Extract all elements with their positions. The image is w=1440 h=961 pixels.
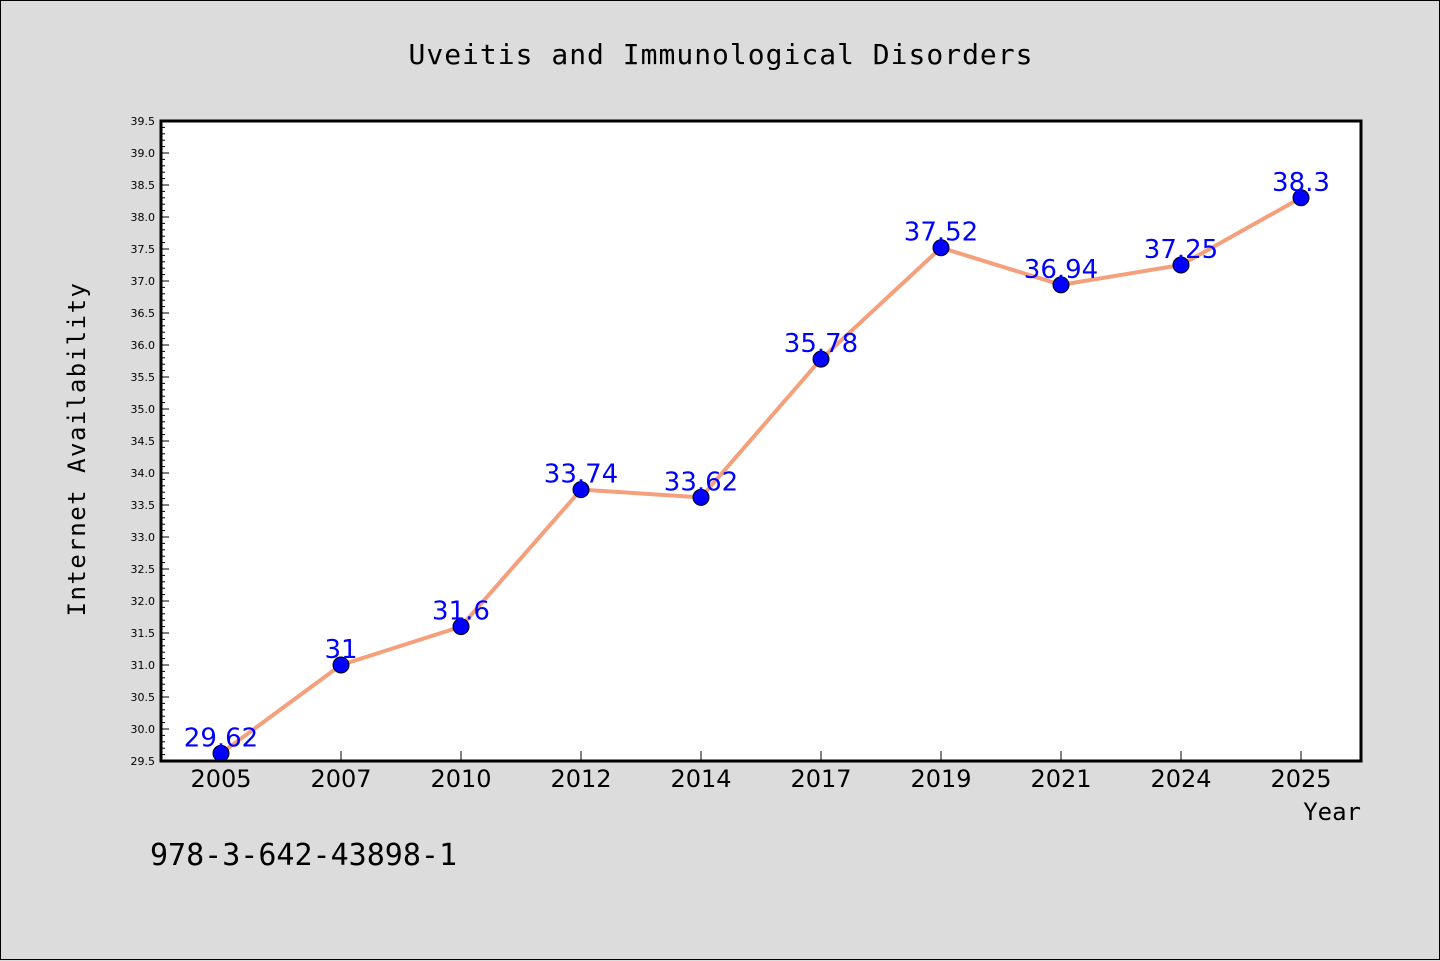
data-point <box>1052 276 1070 294</box>
y-tick-label: 31.0 <box>131 659 156 672</box>
data-label: 37.25 <box>1144 235 1218 265</box>
plot-frame <box>159 119 1363 763</box>
y-tick-label: 36.0 <box>131 339 156 352</box>
x-tick-label: 2024 <box>1150 765 1211 793</box>
y-tick-label: 33.0 <box>131 531 156 544</box>
y-tick-label: 35.0 <box>131 403 156 416</box>
x-tick-label: 2010 <box>430 765 491 793</box>
data-label: 35.78 <box>784 329 858 359</box>
y-tick-label: 39.0 <box>131 147 156 160</box>
y-tick-label: 39.5 <box>131 115 156 128</box>
y-tick-label: 29.5 <box>131 755 156 768</box>
data-point <box>812 350 830 368</box>
y-tick-label: 37.0 <box>131 275 156 288</box>
y-tick-label: 38.0 <box>131 211 156 224</box>
x-tick-label: 2017 <box>790 765 851 793</box>
y-tick-label: 34.5 <box>131 435 156 448</box>
y-tick-label: 34.0 <box>131 467 156 480</box>
y-tick-label: 38.5 <box>131 179 156 192</box>
data-point <box>332 656 350 674</box>
series-line <box>219 195 1303 756</box>
series-layer: 29.62 31 31.6 33.74 33.62 35.78 37.52 36.94 37.2… <box>184 168 1330 762</box>
data-point <box>452 618 470 636</box>
x-axis: 2005 2007 2010 2012 2014 2017 2019 2021 2024 2025 <box>190 751 1332 793</box>
y-tick-label: 31.5 <box>131 627 156 640</box>
x-tick-label: 2014 <box>670 765 731 793</box>
data-point <box>1292 189 1310 207</box>
y-tick-label: 30.0 <box>131 723 156 736</box>
data-label: 29.62 <box>184 723 258 753</box>
plot-area <box>161 121 1361 761</box>
y-axis: 29.5 30.0 30.5 31.0 31.5 32.0 32.5 33.0 33.5 34.0… <box>131 115 169 768</box>
x-tick-label: 2019 <box>910 765 971 793</box>
data-label: 38.3 <box>1272 168 1330 198</box>
x-tick-label: 2025 <box>1270 765 1331 793</box>
data-label: 37.52 <box>904 218 978 248</box>
data-label: 33.74 <box>544 460 618 490</box>
y-tick-label: 32.0 <box>131 595 156 608</box>
data-label: 31 <box>324 635 357 665</box>
x-tick-label: 2021 <box>1030 765 1091 793</box>
data-point <box>692 488 710 506</box>
x-axis-label: Year <box>1303 798 1361 826</box>
y-tick-label: 35.5 <box>131 371 156 384</box>
y-axis-label: Internet Availability <box>63 282 91 617</box>
x-tick-label: 2007 <box>310 765 371 793</box>
y-tick-label: 33.5 <box>131 499 156 512</box>
data-label: 33.62 <box>664 467 738 497</box>
x-tick-label: 2012 <box>550 765 611 793</box>
annotation-text: 978-3-642-43898-1 <box>150 838 457 873</box>
data-label: 36.94 <box>1024 255 1098 285</box>
y-tick-label: 32.5 <box>131 563 156 576</box>
data-point <box>1172 256 1190 274</box>
data-point <box>932 239 950 257</box>
data-point <box>572 481 590 499</box>
chart-title: Uveitis and Immunological Disorders <box>408 38 1033 71</box>
y-tick-label: 36.5 <box>131 307 156 320</box>
x-tick-label: 2005 <box>190 765 251 793</box>
y-tick-label: 30.5 <box>131 691 156 704</box>
y-tick-label: 37.5 <box>131 243 156 256</box>
data-label: 31.6 <box>432 597 490 627</box>
